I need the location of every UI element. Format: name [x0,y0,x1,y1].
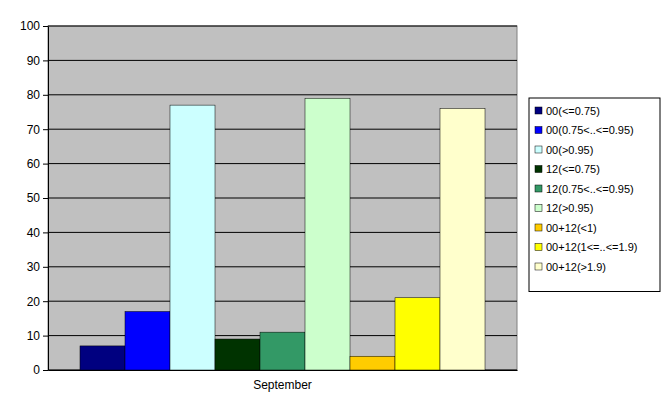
x-axis: September [49,370,518,392]
y-tick: 40 [27,226,48,240]
y-tick: 60 [27,157,48,171]
y-tick-mark [43,198,48,199]
bar [170,105,215,370]
chart: 0 10 20 30 40 50 60 70 80 90 100 September 00(<=0.75… [0,0,667,416]
y-tick-mark [43,60,48,61]
legend-swatch [535,185,542,192]
legend-swatch [535,205,542,212]
y-tick: 90 [27,54,48,68]
y-tick-label: 90 [27,54,41,68]
y-tick-label: 10 [27,329,41,343]
plot: 0 10 20 30 40 50 60 70 80 90 100 September [20,19,518,391]
bar [305,98,350,370]
y-tick-mark [43,370,48,371]
bar [125,312,170,370]
grid [48,26,517,370]
legend-label: 00(0.75<..<=0.95) [546,124,634,136]
grid-line [48,60,517,61]
legend-swatch [535,127,542,134]
y-tick-label: 100 [20,19,40,33]
legend-swatch [535,244,542,251]
y-tick-label: 0 [33,363,40,377]
y-tick: 50 [27,191,48,205]
y-tick-mark [43,232,48,233]
x-tick: September [253,370,312,392]
y-tick: 70 [27,123,48,137]
y-tick-mark [43,95,48,96]
y-tick-mark [43,336,48,337]
legend-swatch [535,224,542,231]
legend-swatch [535,107,542,114]
y-tick: 30 [27,260,48,274]
bars [80,98,485,370]
y-tick-label: 60 [27,157,41,171]
y-axis-line [48,27,49,371]
y-tick-mark [43,267,48,268]
y-tick-mark [43,301,48,302]
legend-label: 12(0.75<..<=0.95) [546,183,634,195]
bar [440,109,485,370]
y-axis: 0 10 20 30 40 50 60 70 80 90 100 [20,19,49,377]
legend-label: 00+12(1<=..<=1.9) [546,241,637,253]
y-tick-label: 20 [27,295,41,309]
legend: 00(<=0.75) 00(0.75<..<=0.95) 00(>0.95) 12(<… [529,98,660,292]
legend-box [529,98,660,292]
bar [350,356,395,370]
y-tick-mark [43,164,48,165]
x-axis-line [49,370,518,371]
legend-label: 00+12(>1.9) [546,261,606,273]
legend-swatch [535,166,542,173]
legend-label: 12(>0.95) [546,202,593,214]
y-tick: 0 [33,363,48,377]
y-tick: 10 [27,329,48,343]
plot-background [48,26,517,370]
y-tick-mark [43,26,48,27]
legend-label: 00(<=0.75) [546,105,600,117]
bar [395,298,440,370]
bar [260,332,305,370]
y-tick-label: 30 [27,260,41,274]
y-tick: 20 [27,295,48,309]
y-tick-label: 80 [27,88,41,102]
legend-swatch [535,263,542,270]
bar [215,339,260,370]
y-tick: 100 [20,19,48,33]
y-tick-label: 40 [27,226,41,240]
bar [80,346,125,370]
legend-label: 00+12(<1) [546,222,597,234]
y-tick-mark [43,129,48,130]
legend-label: 12(<=0.75) [546,163,600,175]
legend-label: 00(>0.95) [546,144,593,156]
y-tick: 80 [27,88,48,102]
y-tick-label: 70 [27,123,41,137]
x-tick-label: September [253,378,312,392]
y-tick-label: 50 [27,191,41,205]
legend-swatch [535,146,542,153]
grid-line [48,26,517,27]
grid-line [48,94,517,95]
